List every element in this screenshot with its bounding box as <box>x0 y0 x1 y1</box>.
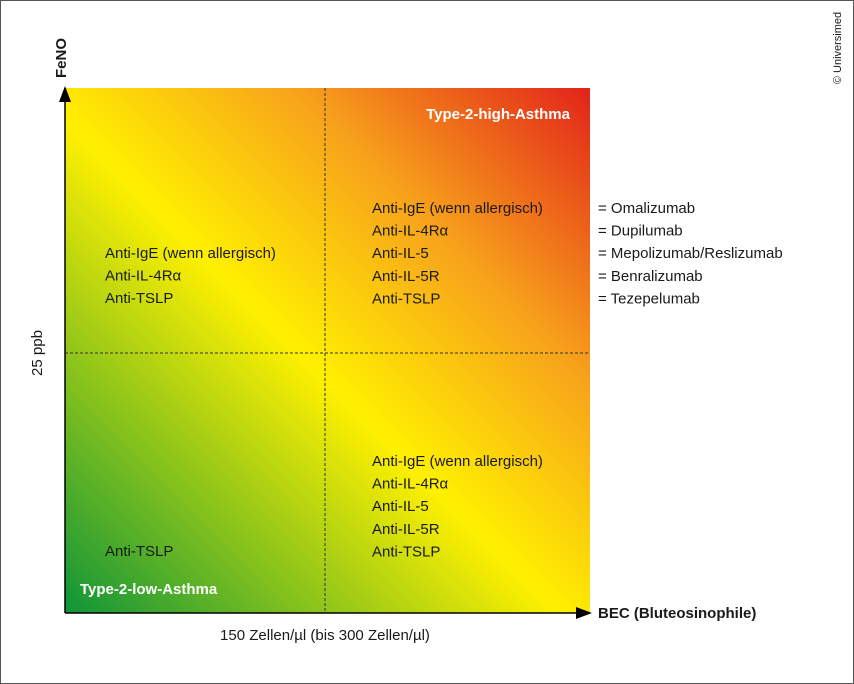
x-arrow <box>576 607 592 619</box>
therapy: Anti-IgE (wenn allergisch) <box>372 200 543 217</box>
therapy: Anti-IgE (wenn allergisch) <box>372 453 543 470</box>
therapy: Anti-IL-5 <box>372 245 429 262</box>
x-threshold: 150 Zellen/µl (bis 300 Zellen/µl) <box>220 627 430 644</box>
legend-entry: = Benralizumab <box>598 268 703 285</box>
therapy: Anti-IL-5R <box>372 521 440 538</box>
legend-entry: = Omalizumab <box>598 200 695 217</box>
high-label: Type-2-high-Asthma <box>426 106 571 123</box>
therapy: Anti-TSLP <box>105 290 173 307</box>
therapy: Anti-IL-4Rα <box>372 476 449 493</box>
therapy: Anti-TSLP <box>372 543 440 560</box>
copyright: © Universimed <box>832 12 844 84</box>
quadrant-field <box>65 88 590 613</box>
therapy: Anti-TSLP <box>105 543 173 560</box>
legend-entry: = Mepolizumab/Reslizumab <box>598 245 783 262</box>
therapy: Anti-IL-4Rα <box>105 268 182 285</box>
therapy: Anti-TSLP <box>372 290 440 307</box>
legend-entry: = Dupilumab <box>598 223 683 240</box>
y-threshold: 25 ppb <box>29 330 46 376</box>
y-label: FeNO <box>53 38 70 78</box>
therapy: Anti-IgE (wenn allergisch) <box>105 245 276 262</box>
therapy: Anti-IL-4Rα <box>372 223 449 240</box>
low-label: Type-2-low-Asthma <box>80 581 218 598</box>
therapy: Anti-IL-5 <box>372 498 429 515</box>
legend-entry: = Tezepelumab <box>598 290 700 307</box>
y-arrow <box>59 86 71 102</box>
therapy: Anti-IL-5R <box>372 268 440 285</box>
x-label: BEC (Bluteosinophile) <box>598 605 756 622</box>
